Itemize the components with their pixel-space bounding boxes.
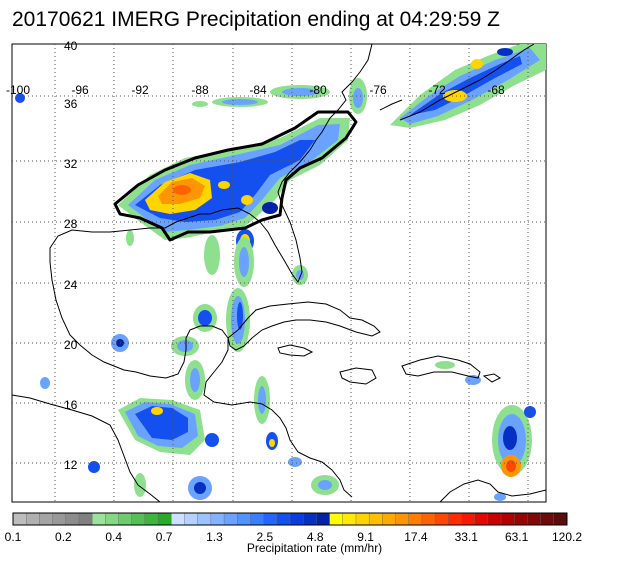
colorbar-swatch [12, 512, 27, 526]
colorbar-tick-label: 0.7 [156, 530, 173, 544]
coastlines [12, 44, 546, 502]
colorbar-swatch [131, 512, 146, 526]
colorbar-swatch [25, 512, 40, 526]
colorbar-swatch [553, 512, 568, 526]
colorbar-swatch [78, 512, 93, 526]
colorbar-swatch [382, 512, 397, 526]
colorbar-label: Precipitation rate (mm/hr) [246, 541, 383, 555]
colorbar-swatch [395, 512, 410, 526]
lon-label: -92 [131, 83, 149, 97]
lat-label: 36 [64, 97, 78, 111]
colorbar-tick-label: 0.1 [5, 530, 22, 544]
colorbar-tick-label: 4.8 [307, 530, 324, 544]
colorbar-swatch [434, 512, 449, 526]
lat-label: 24 [64, 278, 78, 292]
lon-label: -76 [369, 83, 387, 97]
map-title: 20170621 IMERG Precipitation ending at 0… [12, 8, 500, 31]
colorbar-tick-label: 17.4 [404, 530, 428, 544]
colorbar-swatch [276, 512, 291, 526]
colorbar-tick-label: 0.2 [55, 530, 72, 544]
colorbar-swatch [289, 512, 304, 526]
colorbar-swatch [527, 512, 542, 526]
colorbar-swatch [316, 512, 331, 526]
lat-label: 40 [64, 39, 78, 53]
colorbar-ticks: 0.1 0.2 0.4 0.7 1.3 2.5 4.8 9.1 17.4 33.1 63.1 120.… [5, 530, 583, 544]
colorbar-swatch [368, 512, 383, 526]
lon-label: -68 [487, 83, 505, 97]
lat-label: 28 [64, 217, 78, 231]
colorbar-tick-label: 120.2 [552, 530, 582, 544]
colorbar-swatch [105, 512, 120, 526]
colorbar-swatch [461, 512, 476, 526]
colorbar-frame [12, 512, 568, 526]
lat-label: 12 [64, 458, 78, 472]
colorbar-swatch [39, 512, 54, 526]
colorbar-swatch [118, 512, 133, 526]
colorbar-swatch [421, 512, 436, 526]
colorbar-swatch [355, 512, 370, 526]
colorbar-swatch [408, 512, 423, 526]
lon-label: -80 [309, 83, 327, 97]
colorbar-swatch [514, 512, 528, 526]
colorbar-swatches [12, 512, 568, 526]
colorbar-swatch [171, 512, 185, 526]
lat-label: 20 [64, 338, 78, 352]
colorbar-swatch [329, 512, 344, 526]
colorbar-swatch [540, 512, 555, 526]
colorbar-swatch [144, 512, 159, 526]
lon-label: -100 [6, 83, 30, 97]
colorbar-tick-label: 2.5 [256, 530, 273, 544]
colorbar-tick-label: 63.1 [505, 530, 529, 544]
lon-label: -84 [249, 83, 267, 97]
colorbar-tick-label: 1.3 [206, 530, 223, 544]
colorbar-swatch [263, 512, 278, 526]
colorbar-swatch [237, 512, 251, 526]
precip-contour-outline [113, 110, 358, 242]
precipitation-field [15, 44, 546, 501]
colorbar-swatch [65, 512, 80, 526]
lat-label: 16 [64, 398, 78, 412]
colorbar-swatch [302, 512, 317, 526]
colorbar-swatch [500, 512, 515, 526]
colorbar-swatch [474, 512, 489, 526]
colorbar-swatch [342, 512, 357, 526]
colorbar-swatch [448, 512, 462, 526]
colorbar-tick-label: 33.1 [455, 530, 479, 544]
map-frame [11, 43, 547, 503]
graticule [12, 44, 546, 502]
colorbar-swatch [157, 512, 172, 526]
colorbar-swatch [184, 512, 199, 526]
colorbar-swatch [197, 512, 212, 526]
colorbar-swatch [250, 512, 265, 526]
lon-labels: -100 -96 -92 -88 -84 -80 -76 -72 -68 [6, 83, 505, 97]
colorbar-tick-label: 0.4 [105, 530, 122, 544]
lon-label: -72 [428, 83, 446, 97]
colorbar-tick-label: 9.1 [357, 530, 374, 544]
colorbar-swatch [487, 512, 502, 526]
lon-label: -88 [191, 83, 209, 97]
colorbar-swatch [52, 512, 67, 526]
colorbar-swatch [223, 512, 238, 526]
lat-labels: 40 36 32 28 24 20 16 12 [64, 39, 78, 472]
colorbar-swatch [210, 512, 225, 526]
lon-label: -96 [71, 83, 89, 97]
colorbar-swatch [91, 512, 106, 526]
lat-label: 32 [64, 157, 78, 171]
